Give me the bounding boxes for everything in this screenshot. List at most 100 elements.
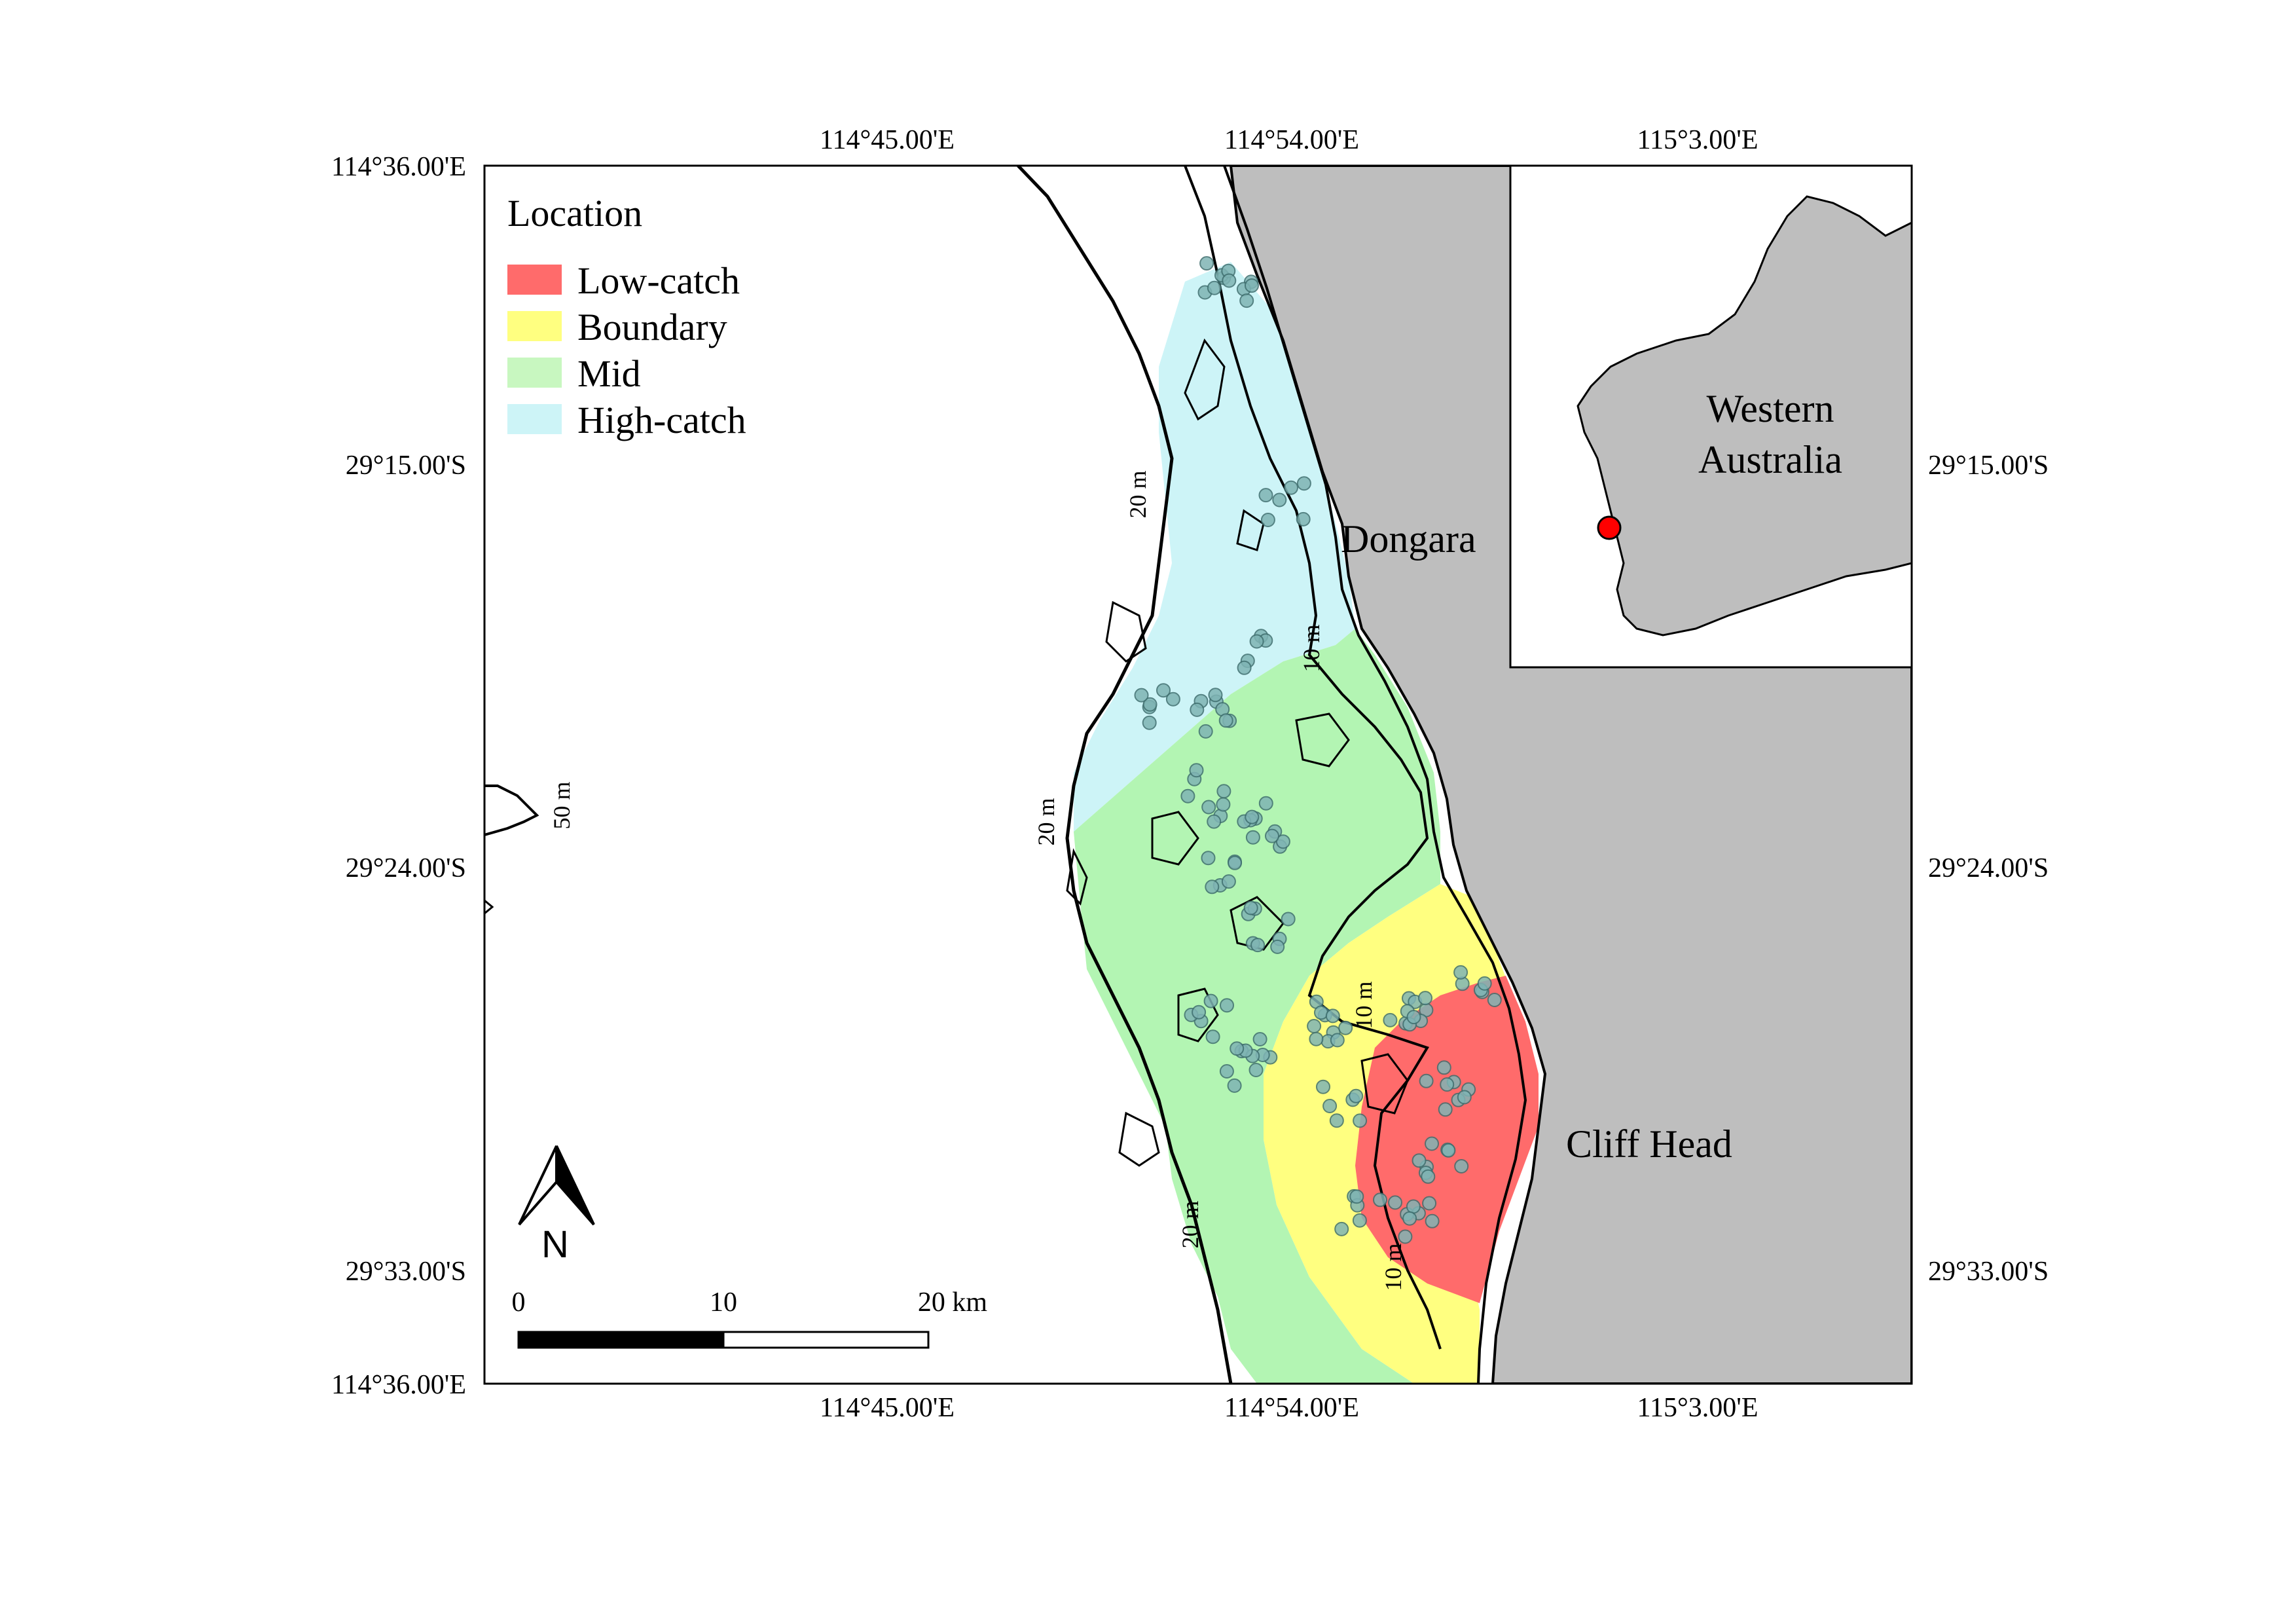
- sample-point: [1198, 724, 1213, 739]
- sample-point: [1205, 1029, 1220, 1044]
- legend-swatch-mid: [507, 358, 562, 388]
- inset-map: Western Australia: [1509, 164, 1913, 669]
- sample-point: [1338, 1020, 1353, 1035]
- sample-point: [1252, 1032, 1267, 1046]
- sample-point: [1227, 1078, 1242, 1093]
- sample-point: [1245, 809, 1260, 824]
- low-catch-zone: [1355, 976, 1539, 1303]
- top-tick-2: 114°54.00'E: [1224, 125, 1359, 155]
- top-tick-1: 114°45.00'E: [820, 125, 955, 155]
- sample-point: [1248, 1063, 1264, 1077]
- sample-point: [1189, 763, 1204, 778]
- contour-10m: [1184, 166, 1442, 1350]
- sample-point: [1207, 814, 1222, 829]
- sample-point: [1453, 965, 1468, 980]
- legend-swatch-boundary: [507, 311, 562, 341]
- sample-point: [1208, 688, 1223, 703]
- mid-zone: [1074, 629, 1440, 1384]
- contour-50m: [484, 784, 539, 836]
- sample-point: [1250, 938, 1266, 953]
- sample-point: [1402, 1211, 1417, 1226]
- sample-point: [1477, 976, 1492, 991]
- scale-label-0: 0: [512, 1287, 526, 1318]
- sample-point: [1201, 800, 1216, 815]
- sample-point: [1216, 797, 1231, 812]
- contour-label-10m-b: 10 m: [1351, 981, 1377, 1029]
- sample-point: [1457, 1090, 1472, 1105]
- legend: Location Low-catch Boundary Mid High-cat…: [507, 192, 746, 441]
- sample-point: [1322, 1099, 1338, 1113]
- sample-point: [1249, 634, 1264, 649]
- bottom-tick-2: 114°54.00'E: [1224, 1393, 1359, 1423]
- sample-point: [1219, 1064, 1234, 1079]
- sample-point: [1487, 993, 1502, 1007]
- sample-point: [1243, 900, 1258, 915]
- corner-label-bottom-left: 114°36.00'E: [331, 1370, 466, 1400]
- sample-point: [1419, 1073, 1434, 1088]
- sample-point: [1296, 511, 1311, 526]
- sample-point: [1260, 513, 1275, 527]
- place-dongara: Dongara: [1341, 517, 1476, 561]
- sample-point: [1440, 1077, 1455, 1092]
- sample-point: [1230, 1041, 1245, 1056]
- legend-label-mid: Mid: [577, 352, 641, 395]
- coastline: [1223, 166, 1527, 1384]
- sample-point: [1296, 476, 1311, 491]
- legend-swatch-high-catch: [507, 404, 562, 434]
- left-tick-2: 29°24.00'S: [346, 853, 466, 883]
- sample-point: [1205, 879, 1220, 895]
- contour-20m: [1017, 166, 1233, 1384]
- contour-label-20m-b: 20 m: [1033, 798, 1059, 845]
- legend-label-high-catch: High-catch: [577, 399, 746, 441]
- contour-label-20m-c: 20 m: [1177, 1200, 1203, 1248]
- left-tick-1: 29°15.00'S: [346, 451, 466, 481]
- sample-point: [1284, 480, 1298, 495]
- legend-label-boundary: Boundary: [577, 306, 727, 348]
- sample-point: [1329, 1113, 1344, 1128]
- sample-point: [1398, 1229, 1413, 1244]
- sample-point: [1245, 278, 1259, 293]
- sample-point: [1330, 1033, 1345, 1048]
- sample-point: [1258, 796, 1273, 811]
- bottom-tick-1: 114°45.00'E: [820, 1393, 955, 1423]
- sample-point: [1216, 784, 1231, 799]
- right-tick-3: 29°33.00'S: [1928, 1257, 2049, 1287]
- sample-point: [1275, 834, 1290, 849]
- sample-point: [1220, 998, 1234, 1013]
- sample-point: [1325, 1008, 1340, 1024]
- sample-point: [1180, 788, 1195, 803]
- sample-point: [1436, 1060, 1451, 1075]
- sample-point: [1207, 280, 1222, 295]
- sample-point: [1349, 1189, 1364, 1204]
- north-arrow: N: [518, 1145, 595, 1266]
- contour-label-10m-a: 10 m: [1298, 624, 1324, 672]
- inset-label-line1: Western: [1706, 387, 1834, 430]
- north-arrow-label: N: [541, 1223, 569, 1266]
- contour-label-10m-c: 10 m: [1380, 1243, 1406, 1291]
- sample-point: [1272, 492, 1287, 507]
- sample-point: [1239, 293, 1254, 308]
- right-tick-1: 29°15.00'S: [1928, 451, 2049, 481]
- left-tick-3: 29°33.00'S: [346, 1257, 466, 1287]
- sample-point: [1383, 1012, 1398, 1027]
- inset-label-line2: Australia: [1698, 438, 1842, 481]
- sample-point: [1237, 660, 1252, 675]
- sample-point: [1142, 697, 1157, 712]
- sample-point: [1406, 1010, 1421, 1025]
- legend-swatch-low-catch: [507, 265, 562, 295]
- sample-point: [1265, 828, 1279, 843]
- contour-label-50m: 50 m: [549, 781, 575, 829]
- sample-point: [1192, 1005, 1207, 1020]
- corner-label-top-left: 114°36.00'E: [331, 152, 466, 182]
- sample-point: [1388, 1195, 1402, 1210]
- legend-title: Location: [507, 192, 642, 234]
- sample-point: [1349, 1088, 1364, 1103]
- sample-point: [1270, 939, 1285, 954]
- place-cliff-head: Cliff Head: [1566, 1122, 1732, 1166]
- sample-point: [1134, 688, 1149, 703]
- sample-point: [1425, 1136, 1439, 1151]
- sample-point: [1281, 912, 1296, 927]
- sample-point: [1421, 1169, 1436, 1184]
- sample-point: [1418, 991, 1432, 1006]
